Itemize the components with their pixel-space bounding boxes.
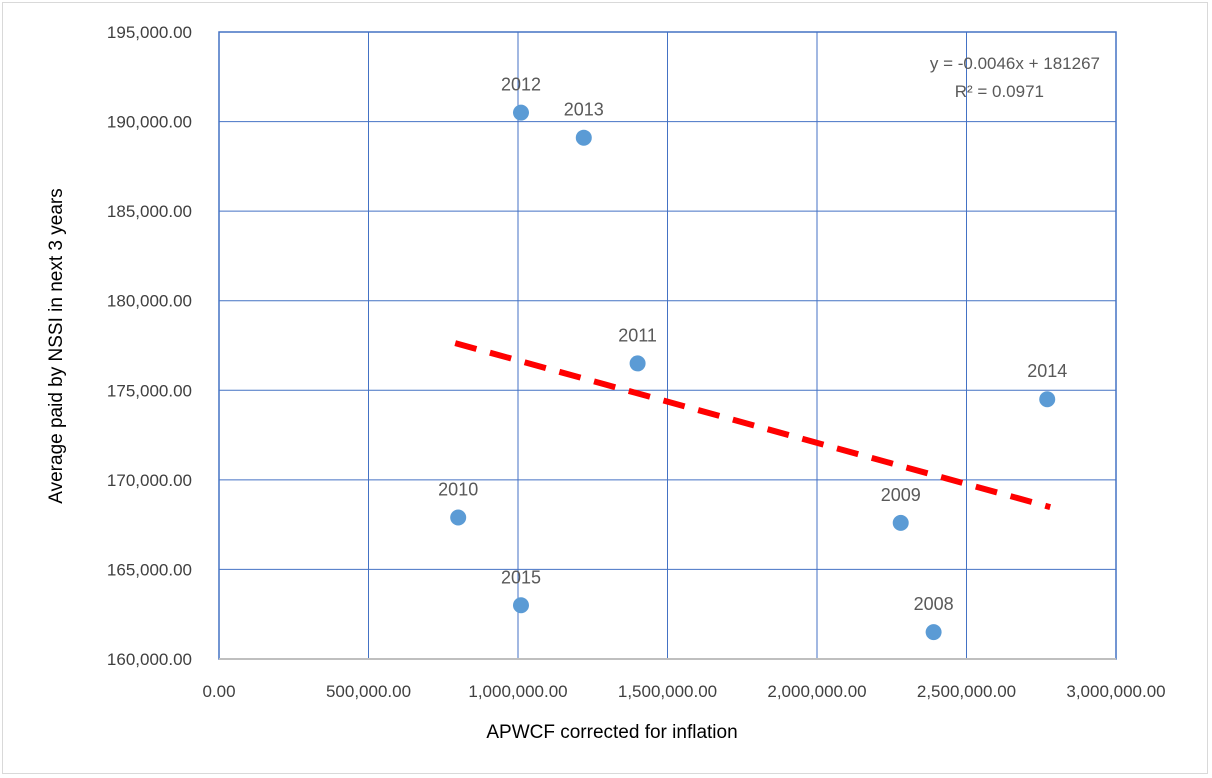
data-point-2013 xyxy=(575,129,592,146)
y-axis-ticks: 195,000.00 190,000.00 185,000.00 180,000.00… xyxy=(107,23,192,669)
x-axis-ticks: 0.00 500,000.00 1,000,000.00 1,500,000.00 2,… xyxy=(202,682,1165,701)
y-tick-label: 160,000.00 xyxy=(107,650,192,669)
point-label-2011: 2011 xyxy=(618,325,657,345)
gridlines xyxy=(218,31,1117,660)
data-points xyxy=(450,104,1056,641)
y-tick-label: 175,000.00 xyxy=(107,381,192,400)
point-labels: 2012 2013 2011 2014 2010 2009 2015 2008 xyxy=(438,75,1067,615)
x-tick-label: 2,000,000.00 xyxy=(767,682,866,701)
x-tick-label: 3,000,000.00 xyxy=(1066,682,1165,701)
x-tick-label: 500,000.00 xyxy=(326,682,411,701)
data-point-2010 xyxy=(450,509,467,526)
point-label-2010: 2010 xyxy=(438,479,478,499)
x-tick-label: 1,500,000.00 xyxy=(618,682,717,701)
x-axis-title: APWCF corrected for inflation xyxy=(486,722,737,743)
point-label-2009: 2009 xyxy=(881,485,921,505)
y-tick-label: 180,000.00 xyxy=(107,292,192,311)
data-point-2014 xyxy=(1039,391,1056,408)
y-tick-label: 170,000.00 xyxy=(107,471,192,490)
data-point-2012 xyxy=(512,104,529,121)
point-label-2008: 2008 xyxy=(914,594,954,614)
x-tick-label: 2,500,000.00 xyxy=(917,682,1016,701)
data-point-2009 xyxy=(892,514,909,531)
y-tick-label: 190,000.00 xyxy=(107,113,192,132)
y-axis-title: Average paid by NSSI in next 3 years xyxy=(46,188,67,503)
point-label-2015: 2015 xyxy=(501,567,541,587)
data-point-2008 xyxy=(925,624,942,641)
x-tick-label: 1,000,000.00 xyxy=(468,682,567,701)
x-tick-label: 0.00 xyxy=(202,682,235,701)
plot-area xyxy=(218,31,1117,660)
trendline-equation: y = -0.0046x + 181267 xyxy=(930,54,1100,73)
trendline xyxy=(454,340,1052,510)
y-tick-label: 185,000.00 xyxy=(107,202,192,221)
data-point-2015 xyxy=(512,597,529,614)
point-label-2014: 2014 xyxy=(1027,361,1067,381)
r-squared-label: R² = 0.0971 xyxy=(955,82,1044,101)
data-point-2011 xyxy=(629,355,646,372)
y-tick-label: 165,000.00 xyxy=(107,560,192,579)
point-label-2012: 2012 xyxy=(501,75,541,95)
trendline-group xyxy=(454,340,1052,510)
y-tick-label: 195,000.00 xyxy=(107,23,192,42)
point-label-2013: 2013 xyxy=(564,100,604,120)
